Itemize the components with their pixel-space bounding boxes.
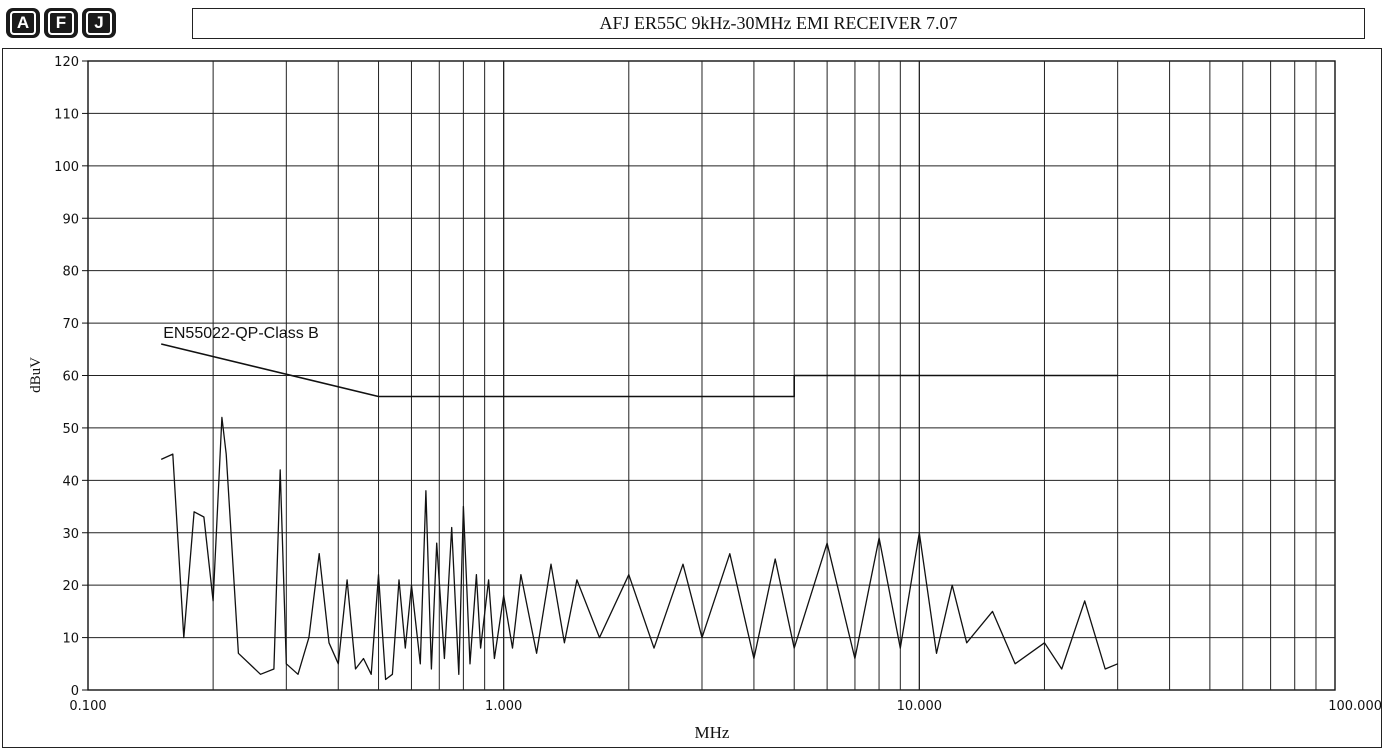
x-tick-label: 100.000	[1328, 699, 1382, 714]
y-tick-label: 90	[62, 212, 79, 227]
y-tick-label: 40	[62, 474, 79, 489]
logo-key-j: J	[82, 8, 116, 38]
x-tick-label: 0.100	[69, 699, 106, 714]
y-tick-label: 0	[71, 684, 79, 699]
y-tick-label: 100	[54, 160, 79, 175]
title-box: AFJ ER55C 9kHz-30MHz EMI RECEIVER 7.07	[192, 8, 1365, 39]
x-tick-label: 10.000	[897, 699, 943, 714]
y-tick-label: 120	[54, 55, 79, 70]
logo-letter-f: F	[48, 11, 74, 35]
limit-line-en55022	[161, 343, 1118, 398]
plot-frame	[2, 48, 1382, 748]
y-tick-label: 80	[62, 265, 79, 280]
y-tick-label: 20	[62, 579, 79, 594]
afj-logo: A F J	[6, 8, 116, 38]
chart-title: AFJ ER55C 9kHz-30MHz EMI RECEIVER 7.07	[599, 13, 958, 33]
logo-key-f: F	[44, 8, 78, 38]
y-tick-label: 60	[62, 370, 79, 385]
limit-line-label: EN55022-QP-Class B	[163, 325, 319, 342]
x-axis-label: MHz	[695, 723, 730, 742]
logo-letter-a: A	[10, 11, 36, 35]
y-tick-label: 30	[62, 527, 79, 542]
y-tick-label: 50	[62, 422, 79, 437]
grid	[87, 60, 1336, 691]
y-axis-label: dBuV	[28, 357, 44, 393]
measured-emission-trace	[160, 416, 1118, 681]
y-tick-label: 70	[62, 317, 79, 332]
logo-key-a: A	[6, 8, 40, 38]
series-layer: EN55022-QP-Class B	[160, 325, 1118, 681]
y-tick-label: 110	[54, 107, 79, 122]
y-tick-label: 10	[62, 632, 79, 647]
x-tick-label: 1.000	[485, 699, 522, 714]
logo-letter-j: J	[86, 11, 112, 35]
tick-labels: 0 10 20 30 40 50 60 70 80 90 100 110 120 0.100 1.000 10…	[54, 55, 1382, 714]
